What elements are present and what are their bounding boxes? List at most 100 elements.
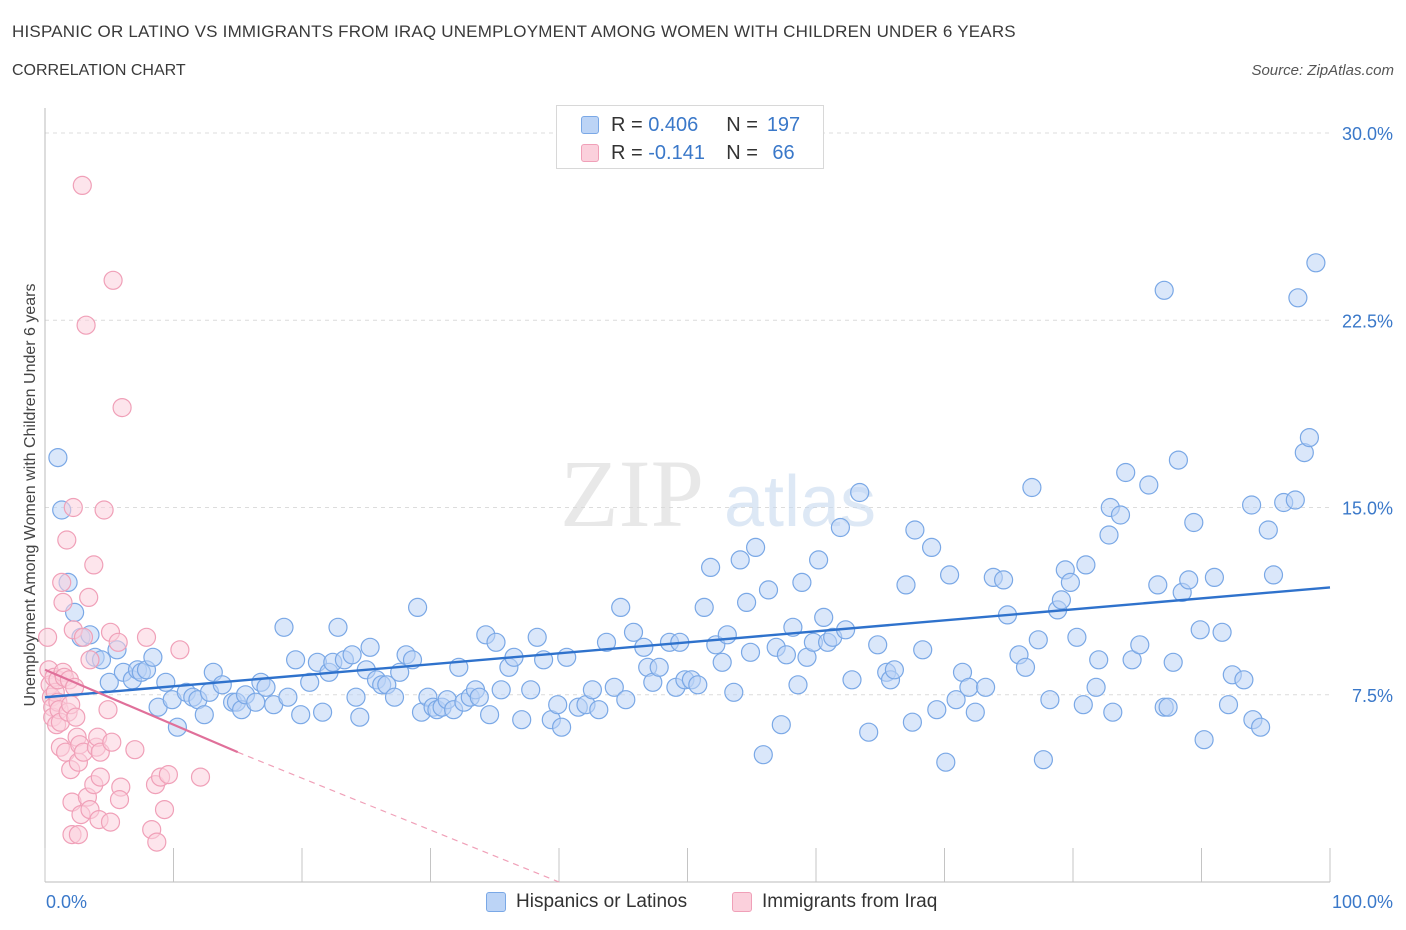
data-point xyxy=(286,650,306,670)
data-point xyxy=(384,687,405,707)
data-point xyxy=(842,670,862,690)
legend-swatch-hispanic xyxy=(581,116,599,134)
data-point xyxy=(596,632,617,652)
data-point xyxy=(190,767,211,787)
data-point xyxy=(274,617,294,637)
trend-line-iraq-extrapolated xyxy=(237,751,560,883)
data-point xyxy=(125,740,145,760)
data-point xyxy=(946,690,966,710)
data-point xyxy=(1258,520,1278,540)
data-point xyxy=(551,717,572,737)
data-point xyxy=(48,448,68,468)
data-point xyxy=(350,707,370,727)
data-point xyxy=(109,789,130,810)
data-point xyxy=(712,652,732,672)
data-point xyxy=(486,632,506,652)
legend-row-iraq: R = -0.141 N = 66 xyxy=(581,140,804,166)
data-point xyxy=(94,500,114,520)
y-tick-label: 30.0% xyxy=(1342,124,1393,144)
data-point xyxy=(830,517,851,538)
data-point xyxy=(63,497,83,518)
data-point xyxy=(1263,565,1284,585)
data-point xyxy=(717,625,737,645)
data-point xyxy=(1158,697,1178,717)
data-point xyxy=(291,705,311,725)
data-point xyxy=(521,680,541,700)
y-tick-label: 15.0% xyxy=(1342,499,1393,519)
data-point xyxy=(1033,750,1054,770)
data-point xyxy=(905,520,925,540)
trend-lines xyxy=(44,586,1331,883)
x-tick-label: 0.0% xyxy=(46,892,87,912)
data-point xyxy=(896,575,916,595)
data-point xyxy=(313,702,333,722)
watermark-atlas: atlas xyxy=(724,462,876,542)
data-point xyxy=(1194,730,1214,750)
data-point xyxy=(1190,620,1210,640)
data-point xyxy=(147,832,167,852)
data-point xyxy=(939,565,960,585)
data-point xyxy=(52,572,72,593)
data-point xyxy=(623,622,644,642)
chart-title: HISPANIC OR LATINO VS IMMIGRANTS FROM IR… xyxy=(12,22,1016,41)
watermark-zip: ZIP xyxy=(560,440,704,547)
legend-n-value: 66 xyxy=(772,141,795,164)
data-point xyxy=(154,799,175,820)
y-tick-label: 22.5% xyxy=(1342,311,1393,331)
legend-n-label: N = xyxy=(726,113,764,136)
data-point xyxy=(582,680,603,700)
data-point xyxy=(745,537,766,558)
data-point xyxy=(1028,630,1048,650)
data-point xyxy=(902,712,923,732)
data-point xyxy=(136,627,157,647)
data-point xyxy=(143,647,163,667)
data-point xyxy=(688,675,708,695)
data-point xyxy=(1241,495,1262,515)
data-point xyxy=(1040,690,1060,710)
bottom-legend-label-hispanic: Hispanics or Latinos xyxy=(516,891,688,912)
legend-n-label: N = xyxy=(726,141,764,164)
data-point xyxy=(927,700,947,720)
data-point xyxy=(103,270,123,290)
data-point xyxy=(53,592,73,613)
data-point xyxy=(1285,490,1305,510)
data-point xyxy=(771,715,791,735)
data-point xyxy=(1130,635,1150,655)
data-point xyxy=(170,640,190,660)
data-point xyxy=(100,812,121,832)
data-point xyxy=(1116,462,1136,483)
data-point xyxy=(1076,555,1096,575)
data-point xyxy=(913,640,933,660)
bottom-legend-iraq: Immigrants from Iraq xyxy=(732,888,937,916)
data-point xyxy=(278,687,298,707)
trend-line-iraq xyxy=(44,668,239,754)
data-point xyxy=(1234,670,1254,690)
data-point xyxy=(1306,253,1326,273)
data-point xyxy=(1148,575,1168,595)
data-point xyxy=(758,580,779,600)
data-point xyxy=(79,587,99,608)
data-point xyxy=(1051,590,1072,610)
data-point xyxy=(1067,627,1087,647)
data-point xyxy=(965,702,985,722)
data-point xyxy=(408,597,428,618)
data-point xyxy=(1204,567,1225,588)
stats-legend: R = 0.406 N = 197 R = -0.141 N = 66 xyxy=(556,105,824,169)
gridlines xyxy=(45,132,1330,696)
bottom-legend-hispanic: Hispanics or Latinos xyxy=(486,888,687,916)
bottom-legend-swatch-iraq xyxy=(732,892,752,912)
data-point xyxy=(1179,570,1199,590)
data-point xyxy=(616,690,636,710)
data-point xyxy=(884,660,905,680)
data-point xyxy=(548,695,568,715)
data-point xyxy=(604,677,624,697)
bottom-legend-swatch-hispanic xyxy=(486,892,506,912)
data-point xyxy=(98,700,118,720)
data-point xyxy=(993,570,1014,590)
legend-r-label: R = xyxy=(611,141,649,164)
data-point xyxy=(694,597,714,618)
data-point xyxy=(212,675,232,695)
data-point xyxy=(589,700,609,720)
source-credit: Source: ZipAtlas.com xyxy=(1251,62,1394,79)
data-point xyxy=(1060,572,1081,593)
